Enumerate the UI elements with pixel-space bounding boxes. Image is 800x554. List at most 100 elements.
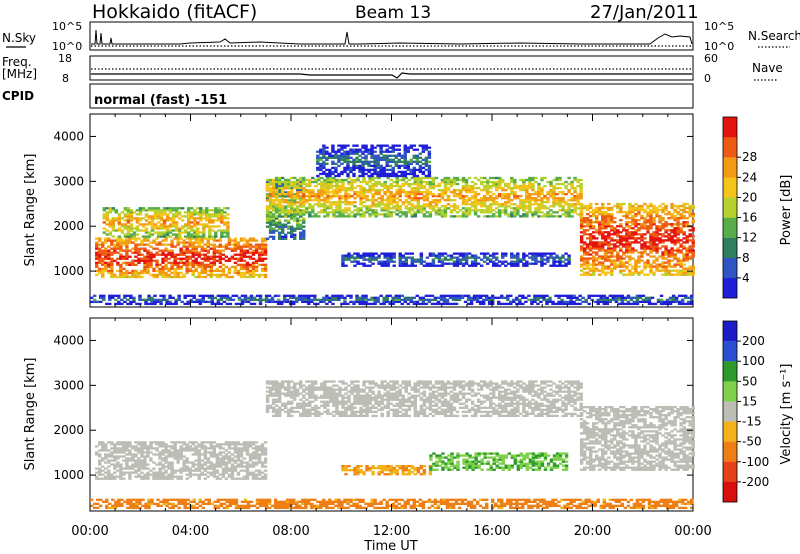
power-colorbar-swatch bbox=[723, 117, 737, 138]
nsky-label: N.Sky bbox=[2, 31, 36, 45]
nave-tick-bottom: 0 bbox=[704, 72, 711, 85]
velocity-colorbar-tick-label: 100 bbox=[742, 354, 765, 368]
beam-label: Beam 13 bbox=[355, 3, 431, 23]
power-ytick-label: 3000 bbox=[53, 174, 84, 188]
velocity-ytick-label: 2000 bbox=[53, 423, 84, 437]
velocity-y-axis: 1000 2000 3000 4000 bbox=[53, 333, 693, 482]
power-feature bbox=[579, 202, 695, 276]
power-feature bbox=[102, 207, 230, 238]
power-colorbar-swatch bbox=[723, 257, 737, 279]
freq-tick-top: 18 bbox=[58, 52, 72, 65]
power-colorbar-tick-label: 24 bbox=[742, 170, 757, 184]
x-tick-label: 12:00 bbox=[373, 524, 410, 539]
nsky-strip: N.Sky 10^5 10^0 N.Search 10^5 10^0 bbox=[2, 20, 800, 53]
nsky-trace bbox=[91, 29, 693, 45]
power-colorbar-swatch bbox=[723, 237, 737, 258]
power-colorbar-tick-label: 12 bbox=[742, 231, 757, 245]
power-ytick-label: 1000 bbox=[53, 264, 84, 278]
nave-tick-top: 60 bbox=[704, 52, 718, 65]
velocity-colorbar-tick-label: -50 bbox=[742, 435, 762, 449]
velocity-colorbar-tick-label: 50 bbox=[742, 374, 757, 388]
velocity-ytick-label: 3000 bbox=[53, 378, 84, 392]
velocity-colorbar-tick-label: -200 bbox=[742, 475, 769, 489]
velocity-colorbar: 200 100 50 15 -15 -50 -100 -200 bbox=[722, 320, 769, 503]
power-colorbar-swatch bbox=[723, 137, 737, 158]
power-ytick-label: 2000 bbox=[53, 219, 84, 233]
velocity-feature bbox=[265, 380, 583, 418]
x-tick-label: 20:00 bbox=[574, 524, 611, 539]
velocity-colorbar-label: Velocity [m s⁻¹] bbox=[779, 364, 794, 465]
power-colorbar-swatch bbox=[723, 177, 737, 198]
velocity-x-ticks bbox=[89, 318, 694, 511]
power-colorbar-swatch bbox=[723, 217, 737, 238]
velocity-colorbar-swatch bbox=[723, 361, 737, 382]
power-feature bbox=[316, 144, 432, 178]
power-colorbar-label: Power [dB] bbox=[779, 175, 794, 246]
velocity-colorbar-tick-label: 15 bbox=[742, 394, 757, 408]
freq-trace bbox=[91, 72, 692, 79]
power-colorbar-tick-label: 20 bbox=[742, 190, 757, 204]
freq-unit: [MHz] bbox=[2, 67, 37, 81]
velocity-colorbar-swatch bbox=[723, 381, 737, 402]
x-tick-label: 08:00 bbox=[272, 524, 309, 539]
power-colorbar-swatch bbox=[723, 277, 737, 299]
velocity-colorbar-tick-label: 200 bbox=[742, 334, 765, 348]
nsearch-tick-bottom: 10^0 bbox=[704, 40, 734, 53]
x-axis-label: Time UT bbox=[363, 539, 417, 554]
power-ytick-label: 4000 bbox=[53, 129, 84, 143]
power-colorbar-tick-label: 16 bbox=[742, 211, 757, 225]
power-panel: 1000 2000 3000 4000 Slant Range [km] 4 8 12 16… bbox=[23, 113, 794, 308]
velocity-feature bbox=[341, 464, 433, 476]
velocity-feature bbox=[579, 405, 695, 471]
velocity-feature bbox=[95, 441, 268, 480]
power-colorbar-tick-label: 28 bbox=[742, 150, 757, 164]
velocity-colorbar-tick-label: -15 bbox=[742, 415, 762, 429]
x-tick-labels: 00:00 04:00 08:00 12:00 16:00 20:00 00:00 bbox=[71, 524, 711, 539]
power-colorbar-swatch bbox=[723, 157, 737, 178]
x-tick-label: 04:00 bbox=[172, 524, 209, 539]
power-colorbar: 4 8 12 16 20 24 28 bbox=[722, 116, 757, 299]
velocity-feature bbox=[90, 498, 694, 510]
power-feature bbox=[90, 294, 694, 306]
date-label: 27/Jan/2011 bbox=[590, 2, 699, 23]
velocity-colorbar-swatch bbox=[723, 421, 737, 442]
velocity-ylabel: Slant Range [km] bbox=[23, 358, 38, 471]
velocity-colorbar-swatch bbox=[723, 481, 737, 503]
power-data bbox=[90, 144, 695, 306]
power-colorbar-tick-label: 8 bbox=[742, 251, 750, 265]
velocity-ytick-label: 1000 bbox=[53, 468, 84, 482]
power-x-ticks bbox=[89, 114, 694, 307]
cpid-label: CPID bbox=[2, 89, 34, 103]
nave-label: Nave bbox=[752, 61, 783, 75]
nsky-tick-bottom: 10^0 bbox=[52, 40, 82, 53]
nsearch-tick-top: 10^5 bbox=[704, 20, 734, 33]
velocity-colorbar-swatch bbox=[723, 341, 737, 362]
x-tick-label: 00:00 bbox=[71, 524, 108, 539]
velocity-colorbar-tick-label: -100 bbox=[742, 455, 769, 469]
power-feature bbox=[341, 252, 571, 267]
velocity-colorbar-swatch bbox=[723, 441, 737, 462]
velocity-ytick-label: 4000 bbox=[53, 333, 84, 347]
station-title: Hokkaido (fitACF) bbox=[92, 1, 257, 23]
x-tick-label: 16:00 bbox=[473, 524, 510, 539]
nsearch-label: N.Search bbox=[748, 29, 800, 43]
cpid-value: normal (fast) -151 bbox=[94, 93, 227, 108]
power-colorbar-tick-label: 4 bbox=[742, 271, 750, 285]
velocity-colorbar-swatch bbox=[723, 321, 737, 342]
power-colorbar-swatch bbox=[723, 197, 737, 218]
velocity-feature bbox=[429, 452, 569, 471]
freq-label: Freq. bbox=[2, 55, 32, 69]
freq-strip: Freq. [MHz] 18 8 Nave 60 0 bbox=[2, 52, 783, 85]
velocity-colorbar-swatch bbox=[723, 461, 737, 483]
velocity-colorbar-swatch bbox=[723, 401, 737, 422]
cpid-strip: CPID normal (fast) -151 bbox=[2, 83, 694, 109]
power-feature bbox=[95, 237, 268, 279]
x-tick-label: 00:00 bbox=[674, 524, 711, 539]
power-ylabel: Slant Range [km] bbox=[23, 154, 38, 267]
power-y-axis: 1000 2000 3000 4000 bbox=[53, 129, 693, 278]
power-feature bbox=[265, 176, 583, 218]
freq-tick-bottom: 8 bbox=[62, 72, 69, 85]
nsky-tick-top: 10^5 bbox=[52, 20, 82, 33]
velocity-panel: 1000 2000 3000 4000 Slant Range [km] 200 100… bbox=[23, 317, 794, 512]
